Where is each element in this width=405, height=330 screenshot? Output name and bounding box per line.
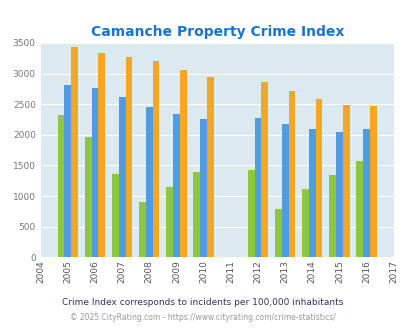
Bar <box>261 82 267 257</box>
Bar <box>342 105 349 257</box>
Bar <box>139 202 145 257</box>
Bar <box>152 61 159 257</box>
Bar <box>328 175 335 257</box>
Bar <box>200 119 207 257</box>
Bar <box>247 170 254 257</box>
Bar <box>335 132 342 257</box>
Bar <box>179 71 186 257</box>
Bar <box>281 124 288 257</box>
Bar <box>85 137 91 257</box>
Bar <box>166 187 173 257</box>
Bar <box>356 161 362 257</box>
Text: © 2025 CityRating.com - https://www.cityrating.com/crime-statistics/: © 2025 CityRating.com - https://www.city… <box>70 313 335 322</box>
Bar <box>369 106 376 257</box>
Bar <box>315 99 322 257</box>
Bar <box>308 129 315 257</box>
Bar <box>118 97 125 257</box>
Bar <box>193 172 200 257</box>
Bar <box>112 174 118 257</box>
Bar <box>274 209 281 257</box>
Bar <box>91 88 98 257</box>
Bar <box>64 84 71 257</box>
Text: Crime Index corresponds to incidents per 100,000 inhabitants: Crime Index corresponds to incidents per… <box>62 298 343 307</box>
Bar <box>207 77 213 257</box>
Bar <box>362 129 369 257</box>
Bar <box>254 118 261 257</box>
Bar <box>58 115 64 257</box>
Bar <box>98 53 105 257</box>
Bar <box>173 114 179 257</box>
Bar <box>301 189 308 257</box>
Bar <box>145 107 152 257</box>
Title: Camanche Property Crime Index: Camanche Property Crime Index <box>90 25 343 39</box>
Bar <box>125 57 132 257</box>
Bar <box>71 47 78 257</box>
Legend: Camanche, Iowa, National: Camanche, Iowa, National <box>90 327 343 330</box>
Bar <box>288 91 294 257</box>
